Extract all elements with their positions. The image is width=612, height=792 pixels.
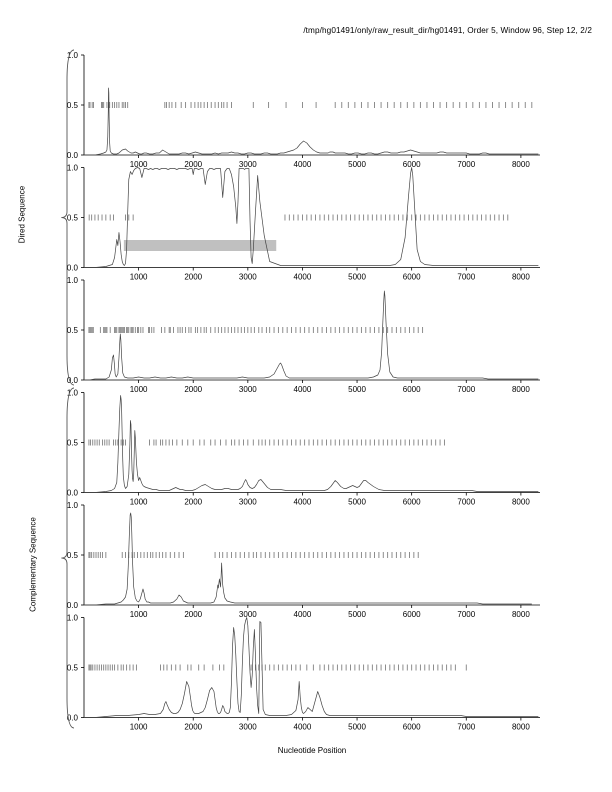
x-tick-label: 2000 — [184, 160, 202, 169]
x-tick-label: 7000 — [457, 160, 475, 169]
group-brace — [61, 49, 75, 386]
data-trace — [84, 87, 539, 156]
x-tick-label: 7000 — [457, 385, 475, 394]
x-tick-label: 8000 — [512, 723, 530, 732]
x-tick-label: 6000 — [403, 723, 421, 732]
x-tick-label: 1000 — [130, 723, 148, 732]
y-tick-label: 0.0 — [67, 151, 79, 160]
data-trace — [84, 617, 539, 718]
x-tick-label: 4000 — [294, 610, 312, 619]
panel-complementary-panel-1: 0.0 0.5 1.0 1000 2000 3000 4000 5000 6000 7000 800… — [67, 389, 540, 507]
data-trace — [84, 290, 539, 381]
data-trace — [84, 395, 539, 493]
x-tick-label: 8000 — [512, 610, 530, 619]
x-tick-label: 3000 — [239, 385, 257, 394]
y-tick-label: 0.5 — [67, 439, 79, 448]
x-tick-label: 1000 — [130, 273, 148, 282]
y-tick-label: 1.0 — [67, 614, 79, 623]
y-tick-label: 0.5 — [67, 551, 79, 560]
x-tick-label: 7000 — [457, 498, 475, 507]
x-tick-label: 1000 — [130, 610, 148, 619]
y-tick-label: 0.5 — [67, 326, 79, 335]
panel-direct-panel-2: 0.0 0.5 1.0 1000 2000 3000 4000 5000 6000 7000 800… — [67, 164, 540, 282]
y-tick-label: 0.0 — [67, 714, 79, 723]
x-tick-label: 2000 — [184, 723, 202, 732]
y-tick-label: 0.5 — [67, 101, 79, 110]
panel-complementary-panel-3: 0.0 0.5 1.0 1000 2000 3000 4000 5000 6000 7000 800… — [67, 614, 540, 732]
x-tick-label: 7000 — [457, 723, 475, 732]
y-tick-label: 0.5 — [67, 664, 79, 673]
panel-complementary-panel-2: 0.0 0.5 1.0 1000 2000 3000 4000 5000 6000 7000 800… — [67, 501, 540, 619]
y-tick-label: 0.0 — [67, 264, 79, 273]
data-trace — [84, 167, 539, 268]
x-tick-label: 6000 — [403, 385, 421, 394]
rug-marks — [88, 327, 424, 333]
x-tick-label: 8000 — [512, 498, 530, 507]
y-tick-label: 0.0 — [67, 601, 79, 610]
rug-marks — [88, 664, 467, 671]
y-tick-label: 1.0 — [67, 276, 79, 285]
y-tick-label: 1.0 — [67, 51, 79, 60]
x-tick-label: 3000 — [239, 723, 257, 732]
x-tick-label: 6000 — [403, 273, 421, 282]
y-tick-label: 0.0 — [67, 376, 79, 385]
x-tick-label: 2000 — [184, 385, 202, 394]
x-tick-label: 5000 — [348, 160, 366, 169]
x-tick-label: 1000 — [130, 498, 148, 507]
x-tick-label: 8000 — [512, 160, 530, 169]
x-tick-label: 8000 — [512, 385, 530, 394]
x-tick-label: 1000 — [130, 160, 148, 169]
x-tick-label: 3000 — [239, 498, 257, 507]
x-tick-label: 3000 — [239, 160, 257, 169]
highlight-bar — [123, 240, 277, 251]
panel-direct-panel-1: 0.0 0.5 1.0 1000 2000 3000 4000 5000 6000 7000 800… — [67, 51, 540, 169]
x-tick-label: 3000 — [239, 273, 257, 282]
x-tick-label: 6000 — [403, 160, 421, 169]
x-tick-label: 3000 — [239, 610, 257, 619]
x-tick-label: 4000 — [294, 160, 312, 169]
x-tick-label: 2000 — [184, 273, 202, 282]
x-tick-label: 6000 — [403, 610, 421, 619]
x-tick-label: 4000 — [294, 385, 312, 394]
rug-marks — [88, 102, 533, 108]
panel-direct-panel-3: 0.0 0.5 1.0 1000 2000 3000 4000 5000 6000 7000 800… — [67, 276, 540, 394]
x-axis-label: Nucleotide Position — [277, 746, 347, 755]
x-tick-label: 5000 — [348, 273, 366, 282]
x-tick-label: 4000 — [294, 723, 312, 732]
x-tick-label: 8000 — [512, 273, 530, 282]
y-tick-label: 1.0 — [67, 389, 79, 398]
y-tick-label: 0.0 — [67, 489, 79, 498]
x-tick-label: 5000 — [348, 498, 366, 507]
rug-marks — [88, 214, 509, 221]
rug-marks — [88, 552, 419, 558]
y-tick-label: 0.5 — [67, 214, 79, 223]
x-tick-label: 6000 — [403, 498, 421, 507]
group-brace — [61, 387, 75, 729]
x-tick-label: 2000 — [184, 498, 202, 507]
y-tick-label: 1.0 — [67, 164, 79, 173]
y-tick-label: 1.0 — [67, 501, 79, 510]
figure-title: /tmp/hg01491/only/raw_result_dir/hg01491… — [303, 26, 592, 35]
x-tick-label: 4000 — [294, 498, 312, 507]
x-tick-label: 5000 — [348, 385, 366, 394]
x-tick-label: 7000 — [457, 273, 475, 282]
x-tick-label: 5000 — [348, 723, 366, 732]
x-tick-label: 5000 — [348, 610, 366, 619]
data-trace — [84, 512, 532, 606]
x-tick-label: 2000 — [184, 610, 202, 619]
x-tick-label: 4000 — [294, 273, 312, 282]
x-tick-label: 7000 — [457, 610, 475, 619]
x-tick-label: 1000 — [130, 385, 148, 394]
rug-marks — [88, 439, 445, 446]
